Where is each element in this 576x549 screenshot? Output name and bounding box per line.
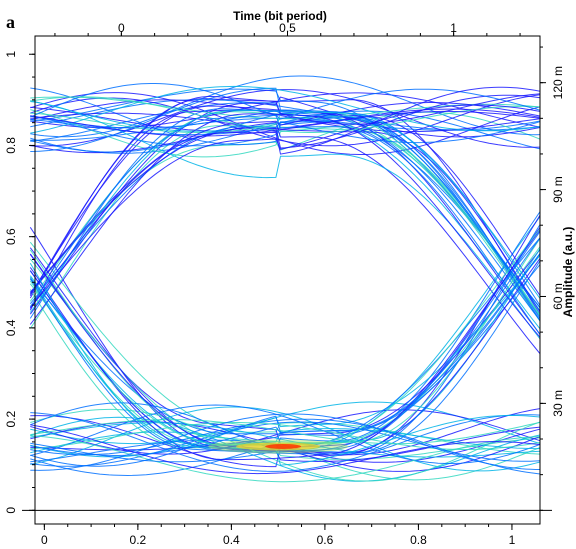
eye-trace: [29, 88, 541, 307]
eye-trace: [29, 121, 541, 305]
eye-trace: [30, 110, 541, 137]
eye-trace: [30, 422, 541, 458]
eye-trace: [30, 404, 541, 464]
density-hotspot: [208, 439, 349, 454]
bottom-tick-label: 0.6: [317, 533, 334, 547]
eye-trace: [29, 229, 541, 461]
eye-trace: [30, 96, 541, 133]
left-tick-label: 0.6: [4, 228, 18, 245]
eye-trace: [29, 96, 541, 315]
bottom-tick-label: 0.2: [130, 533, 147, 547]
top-axis: 0 0.5 1: [118, 21, 457, 36]
eye-trace: [29, 253, 541, 436]
right-tick-label: 60 m: [551, 283, 565, 310]
right-tick-label: 90 m: [551, 176, 565, 203]
right-axis-title: Amplitude (a.u.): [561, 227, 575, 318]
bottom-tick-label: 0: [41, 533, 48, 547]
eye-trace: [30, 237, 541, 456]
eye-trace: [30, 114, 541, 335]
eye-trace: [30, 88, 541, 309]
left-tick-label: 0: [4, 507, 18, 514]
bottom-tick-label: 0.4: [223, 533, 240, 547]
eye-trace: [30, 115, 541, 319]
eye-trace: [30, 413, 540, 471]
eye-trace: [29, 224, 541, 455]
eye-trace: [30, 412, 541, 472]
eye-trace: [30, 112, 541, 313]
eye-trace: [30, 121, 541, 355]
eye-trace: [29, 110, 541, 313]
left-tick-label: 1: [4, 51, 18, 58]
eye-trace: [29, 86, 541, 309]
left-tick-label: 0.2: [4, 410, 18, 427]
left-tick-label: 0.8: [4, 137, 18, 154]
eye-traces: [29, 75, 541, 483]
eye-trace: [30, 421, 541, 467]
bottom-axis: 0 0.2 0.4 0.6 0.8 1: [41, 524, 516, 547]
eye-trace: [29, 262, 541, 466]
eye-trace: [30, 87, 541, 321]
eye-trace: [30, 94, 541, 147]
eye-trace: [30, 418, 541, 475]
eye-trace: [30, 416, 541, 482]
eye-trace: [30, 424, 541, 475]
eye-trace: [29, 104, 541, 308]
bottom-tick-label: 1: [509, 533, 516, 547]
top-tick-label: 1: [450, 21, 457, 35]
eye-trace: [30, 419, 541, 445]
eye-trace: [30, 422, 541, 450]
eye-trace: [30, 110, 541, 317]
eye-trace: [29, 254, 541, 457]
eye-trace: [29, 93, 541, 297]
eye-trace: [30, 211, 541, 451]
top-axis-title: Time (bit period): [233, 9, 327, 23]
right-tick-label: 120 m: [551, 66, 565, 99]
eye-trace: [30, 85, 541, 134]
eye-trace: [30, 408, 541, 482]
right-axis: 30 m 60 m 90 m 120 m: [540, 66, 565, 417]
eye-trace: [30, 110, 541, 154]
eye-trace: [30, 96, 541, 120]
bottom-tick-label: 0.8: [410, 533, 427, 547]
hotspot-core: [265, 443, 302, 449]
panel-label: a: [6, 12, 15, 32]
right-tick-label: 30 m: [551, 390, 565, 417]
top-tick-label: 0.5: [279, 21, 296, 35]
left-axis: 0 0.2 0.4 0.6 0.8 1: [4, 51, 35, 514]
eye-trace: [30, 255, 541, 458]
eye-trace: [30, 83, 541, 321]
top-tick-label: 0: [118, 21, 125, 35]
left-tick-label: 0.4: [4, 319, 18, 336]
eye-trace: [30, 100, 541, 330]
eye-trace: [29, 102, 541, 293]
